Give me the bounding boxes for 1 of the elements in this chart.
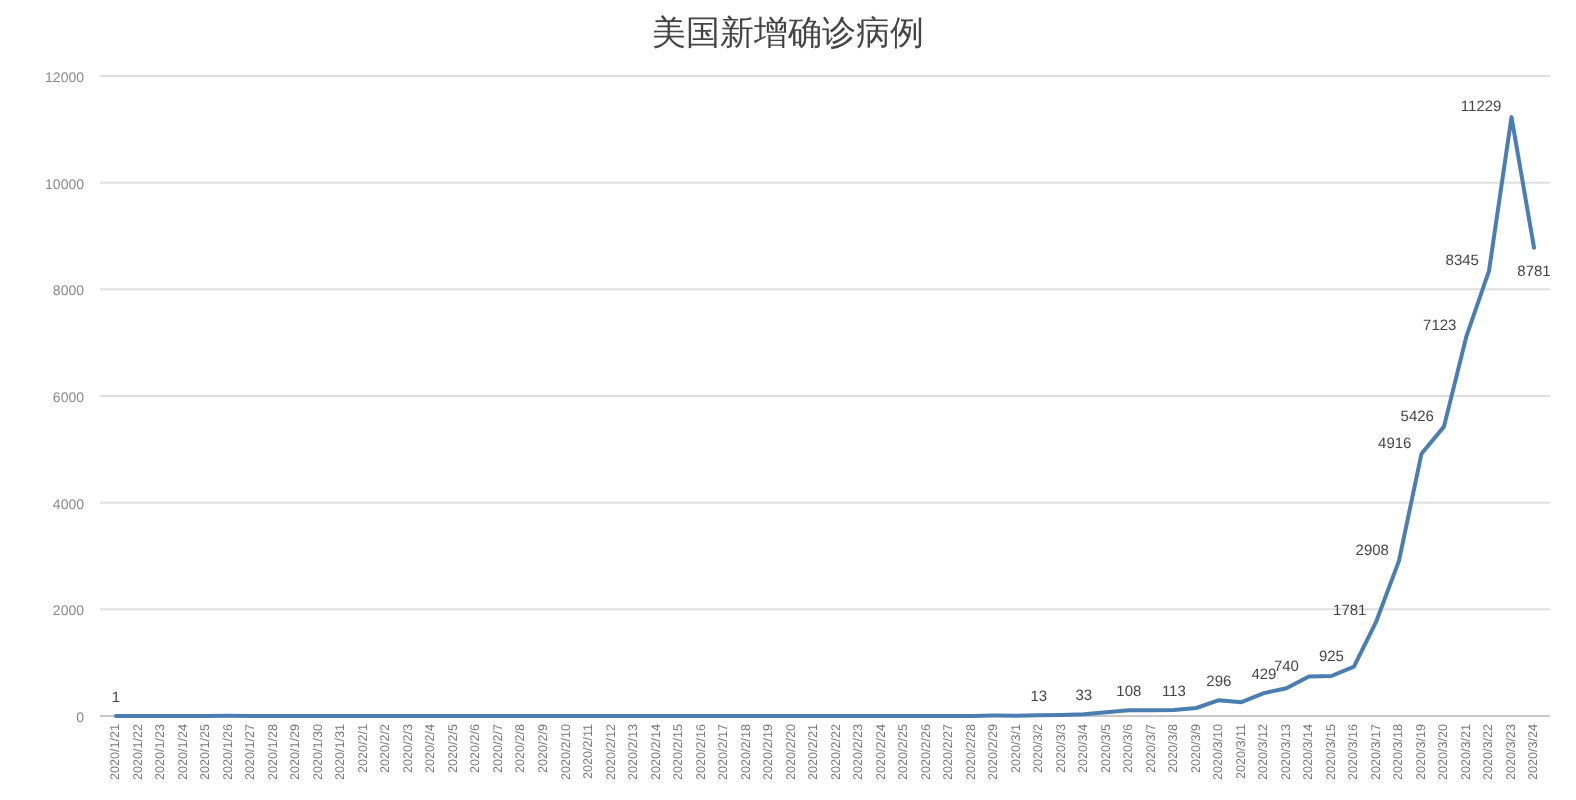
chart-title: 美国新增确诊病例	[652, 14, 924, 54]
